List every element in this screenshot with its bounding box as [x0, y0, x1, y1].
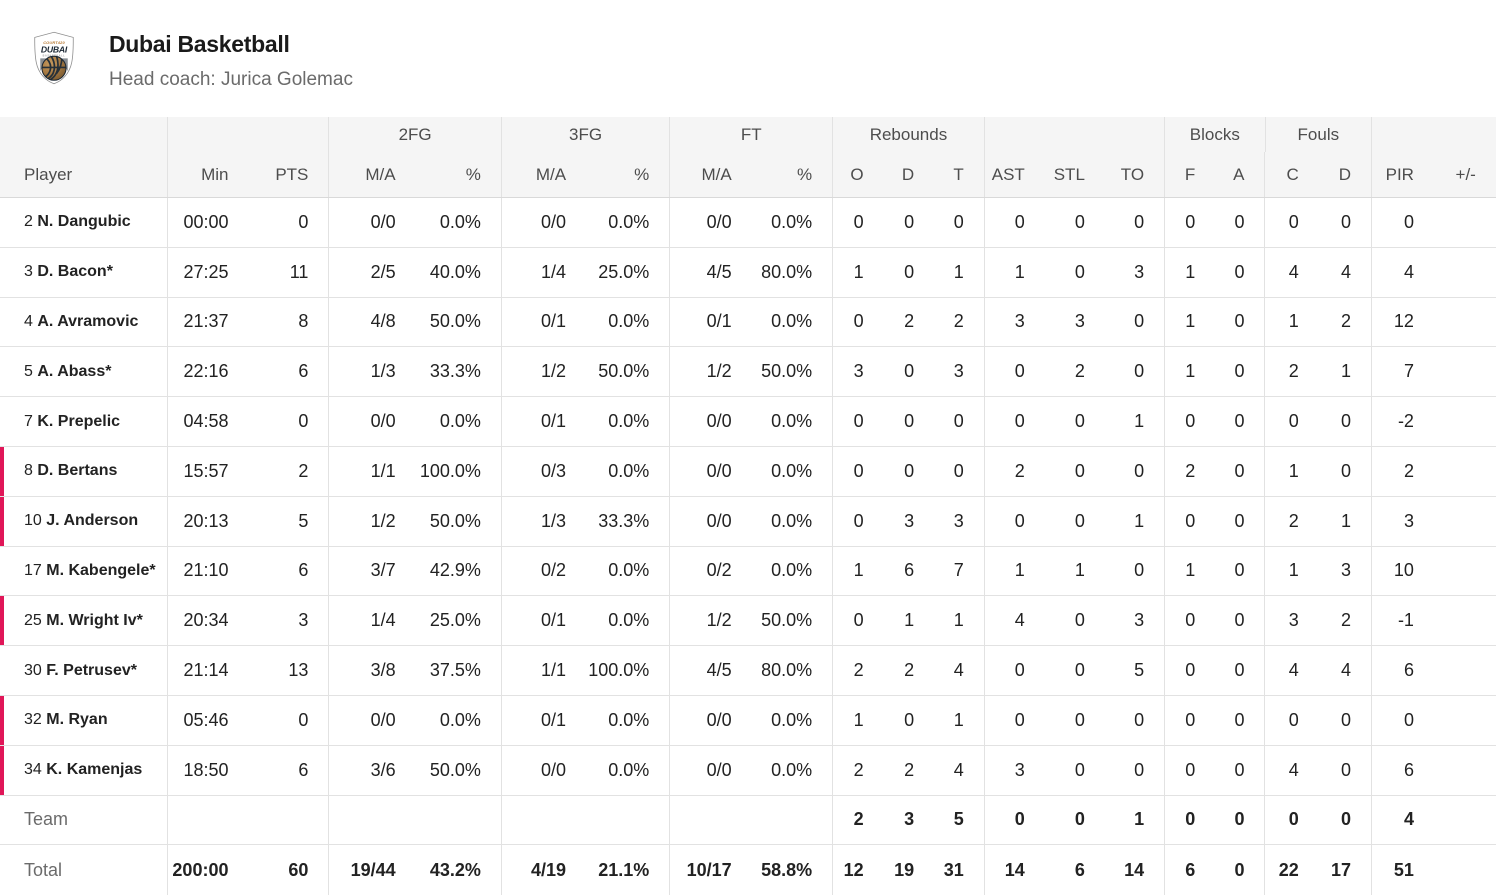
svg-text:DUBAI: DUBAI — [41, 45, 68, 55]
